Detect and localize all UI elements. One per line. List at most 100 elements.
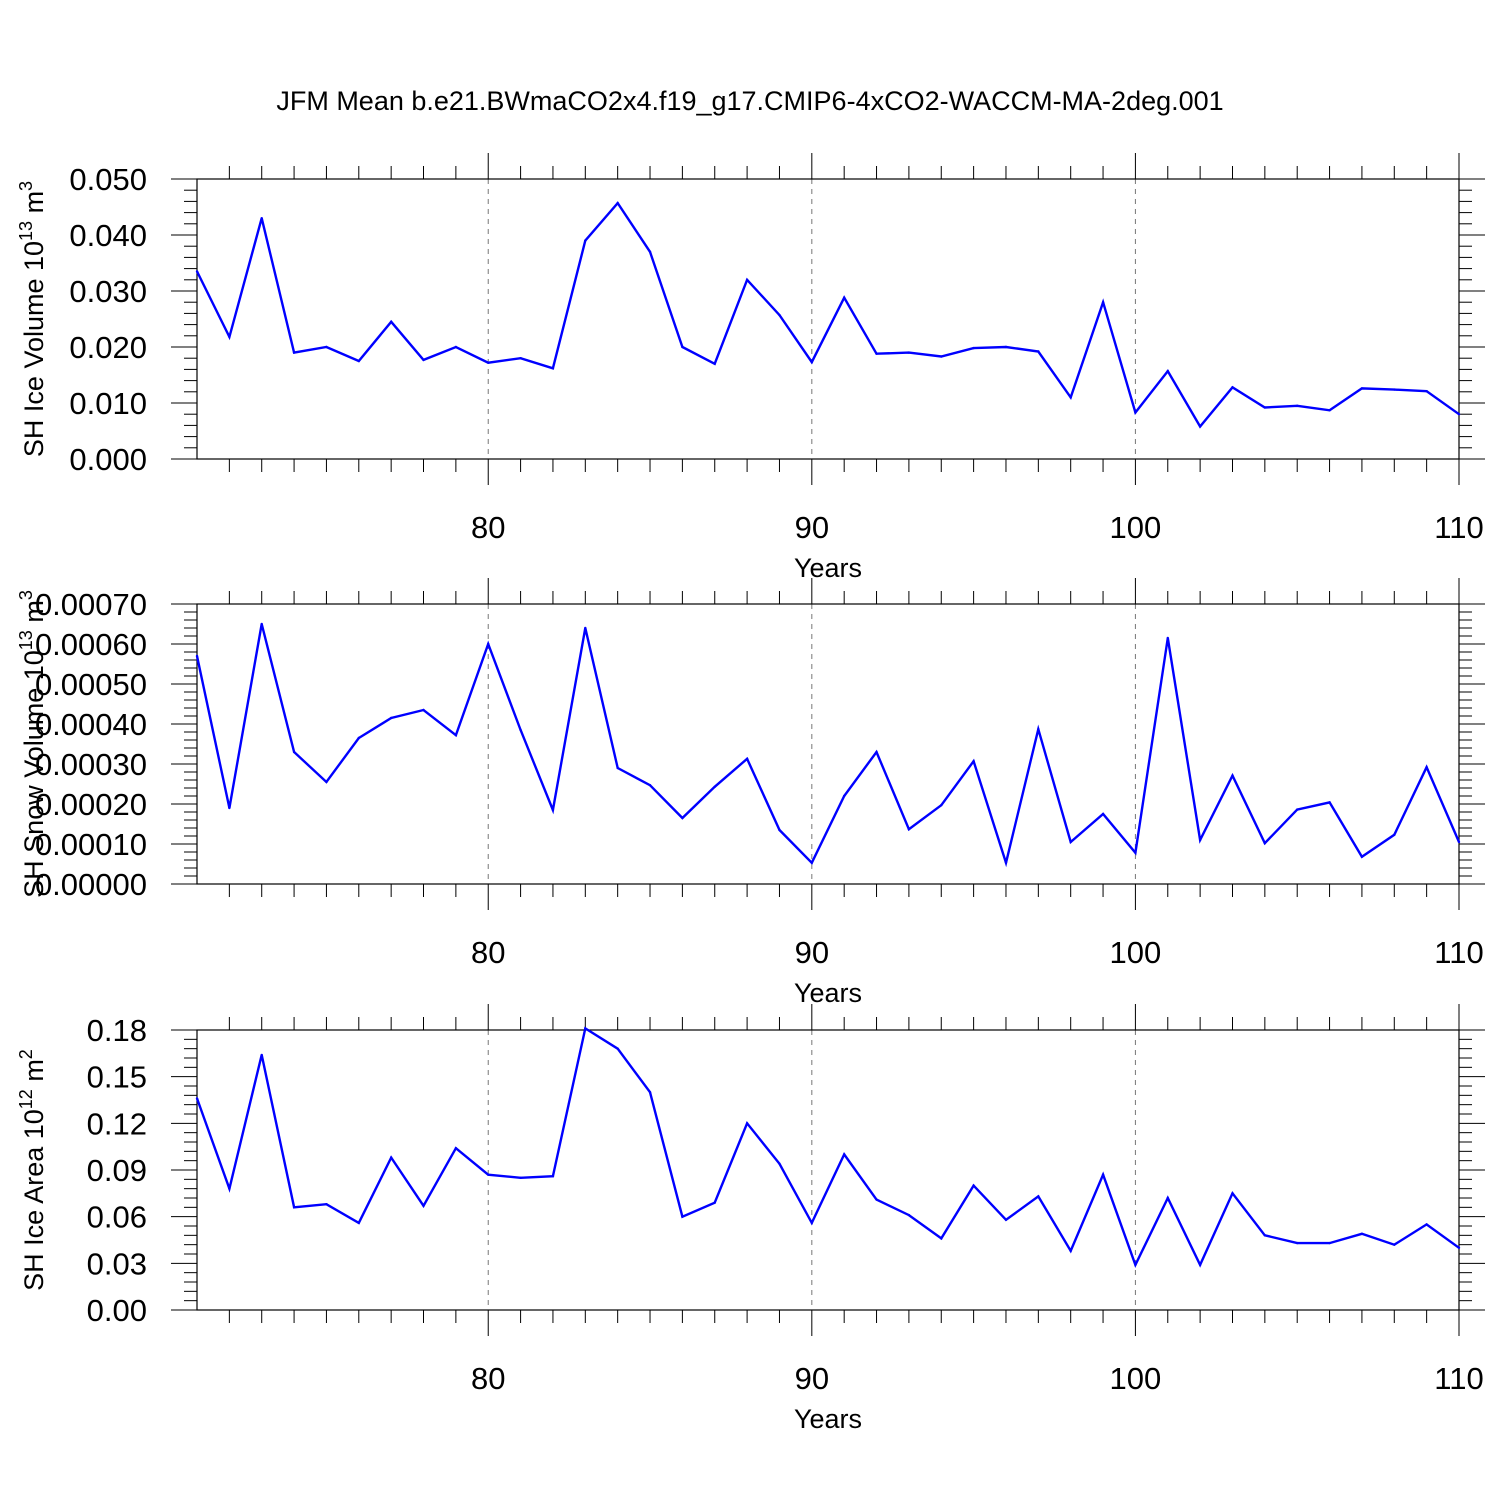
data-point: [1134, 1263, 1137, 1267]
y-tick-label: 0.050: [69, 162, 147, 197]
data-point: [1166, 369, 1169, 373]
data-point: [1425, 766, 1428, 769]
data-point: [875, 750, 878, 754]
data-point: [260, 622, 263, 626]
y-axis-label: SH Ice Volume 1013 m3: [16, 181, 49, 457]
data-point: [972, 346, 975, 350]
data-point: [1263, 842, 1267, 845]
data-point: [551, 1175, 555, 1178]
series-line: [195, 623, 1461, 868]
y-axis-label: SH Ice Area 1012 m2: [16, 1049, 49, 1291]
data-point: [1101, 812, 1105, 816]
data-point: [1296, 808, 1299, 811]
data-point: [616, 1047, 619, 1050]
data-point: [681, 1215, 684, 1218]
y-tick-label: 0.00020: [35, 787, 147, 822]
y-tick-label: 0.00: [87, 1293, 147, 1328]
data-point: [357, 359, 360, 363]
data-point: [616, 766, 619, 770]
data-point: [1425, 1223, 1428, 1226]
x-tick-label: 80: [471, 510, 505, 545]
y-tick-label: 0.00000: [35, 867, 147, 902]
x-tick-label: 100: [1110, 935, 1162, 970]
data-point: [940, 804, 943, 807]
y-tick-label: 0.18: [87, 1013, 147, 1048]
panel-2: 0.00000 0.00010 0.00020 0.00030 0.00040 0.000…: [16, 578, 1485, 1008]
data-point: [422, 1204, 425, 1207]
data-point: [1231, 386, 1234, 389]
data-point: [487, 1173, 490, 1176]
data-point: [1393, 1243, 1396, 1246]
data-point: [551, 367, 555, 370]
y-tick-label: 0.03: [87, 1246, 147, 1281]
data-point: [1360, 1232, 1364, 1235]
data-point: [1231, 1192, 1234, 1195]
figure-title: JFM Mean b.e21.BWmaCO2x4.f19_g17.CMIP6-4…: [276, 86, 1224, 116]
plot-frame: [196, 603, 1460, 885]
data-point: [389, 320, 393, 323]
data-point: [648, 1091, 652, 1094]
y-tick-label: 0.00030: [35, 747, 147, 782]
data-point: [875, 1198, 878, 1201]
data-point: [1134, 851, 1137, 854]
data-point: [875, 352, 878, 355]
y-tick-label: 0.00060: [35, 627, 147, 662]
y-tick-label: 0.00010: [35, 827, 147, 862]
data-point: [1069, 1249, 1072, 1253]
data-point: [842, 794, 846, 798]
data-point: [1457, 840, 1461, 844]
series-line: [195, 1026, 1460, 1268]
y-tick-label: 0.00050: [35, 667, 147, 702]
data-point: [1263, 1234, 1267, 1237]
data-point: [713, 785, 716, 788]
data-point: [1425, 390, 1428, 393]
data-point: [228, 335, 231, 339]
panel-3: 0.00 0.03 0.06 0.09 0.12 0.15 0.18 80 90 100 110 Ye…: [16, 1004, 1485, 1434]
data-point: [1004, 1218, 1008, 1221]
data-point: [778, 828, 781, 832]
data-point: [260, 1053, 263, 1057]
data-point: [745, 278, 749, 281]
data-point: [681, 345, 684, 349]
data-point: [1328, 409, 1331, 412]
data-point: [616, 201, 619, 205]
data-point: [195, 1097, 199, 1100]
data-point: [1457, 413, 1461, 416]
data-point: [454, 345, 458, 349]
y-tick-label: 0.12: [87, 1106, 147, 1141]
x-tick-label: 100: [1110, 1361, 1162, 1396]
data-point: [1101, 1173, 1105, 1176]
data-point: [519, 357, 522, 360]
data-point: [454, 1147, 458, 1150]
data-point: [519, 728, 522, 732]
y-tick-label: 0.000: [69, 442, 147, 477]
y-tick-label: 0.00070: [35, 587, 147, 622]
y-tick-label: 0.00040: [35, 707, 147, 742]
data-point: [1198, 1263, 1202, 1267]
data-point: [778, 313, 781, 317]
data-point: [292, 351, 296, 354]
data-point: [1393, 388, 1396, 391]
data-point: [972, 1184, 975, 1187]
data-point: [778, 1162, 781, 1165]
data-point: [940, 1237, 943, 1240]
data-point: [1134, 411, 1137, 414]
series-line: [195, 201, 1460, 429]
data-point: [195, 270, 199, 273]
data-point: [1069, 840, 1072, 844]
data-point: [1328, 801, 1331, 804]
data-point: [422, 358, 425, 362]
data-point: [1296, 1241, 1299, 1245]
data-point: [810, 861, 814, 864]
data-point: [389, 716, 393, 720]
data-point: [907, 828, 911, 831]
data-point: [1037, 350, 1040, 353]
data-point: [325, 780, 328, 784]
data-point: [487, 361, 490, 364]
data-point: [325, 345, 328, 349]
x-tick-label: 110: [1434, 1361, 1483, 1396]
data-point: [228, 1187, 231, 1190]
data-point: [1393, 833, 1396, 836]
x-axis-label: Years: [794, 978, 862, 1008]
